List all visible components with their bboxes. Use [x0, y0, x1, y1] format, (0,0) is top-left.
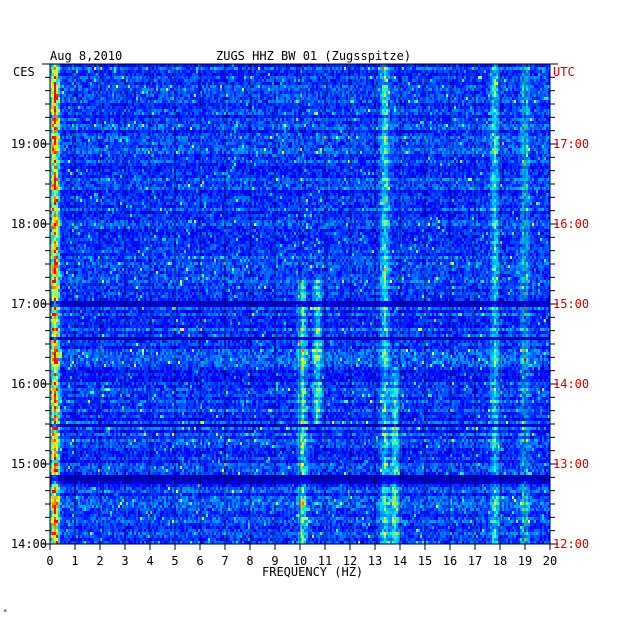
- right-time-label-1: 16:00: [553, 217, 589, 231]
- left-time-label-1: 18:00: [11, 217, 47, 231]
- x-tick-label-9: 9: [271, 554, 278, 568]
- x-axis-tick-labels: 0 1 2 3 4 5 6 7 8 9 10 11 12 13 14 15 16 17 18 19 20: [46, 554, 557, 568]
- right-time-label-4: 13:00: [553, 457, 589, 471]
- right-time-label-2: 15:00: [553, 297, 589, 311]
- frequency-gridlines: [74, 64, 526, 544]
- x-tick-label-4: 4: [146, 554, 153, 568]
- chart-title: ZUGS HHZ BW 01 (Zugsspitze): [216, 49, 412, 63]
- x-tick-label-17: 17: [468, 554, 482, 568]
- right-time-label-0: 17:00: [553, 137, 589, 151]
- x-tick-label-2: 2: [96, 554, 103, 568]
- x-axis-ticks: [49, 544, 551, 550]
- x-tick-label-15: 15: [418, 554, 432, 568]
- x-tick-label-1: 1: [71, 554, 78, 568]
- x-axis-label: FREQUENCY (HZ): [262, 565, 364, 579]
- x-tick-label-20: 20: [543, 554, 557, 568]
- y-axis-ticks: [42, 63, 558, 545]
- x-tick-label-11: 11: [318, 554, 332, 568]
- date-label: Aug 8,2010: [50, 49, 123, 63]
- x-tick-label-6: 6: [196, 554, 203, 568]
- footer-mark: *: [3, 608, 8, 616]
- right-time-label-5: 12:00: [553, 537, 589, 551]
- left-time-label-3: 16:00: [11, 377, 47, 391]
- left-time-tick-labels: 19:00 18:00 17:00 16:00 15:00 14:00: [11, 137, 47, 551]
- x-tick-label-0: 0: [46, 554, 53, 568]
- x-tick-label-10: 10: [293, 554, 307, 568]
- right-axis-label: UTC: [553, 65, 575, 79]
- left-axis-label: CES: [13, 65, 35, 79]
- x-tick-label-14: 14: [393, 554, 407, 568]
- x-tick-label-3: 3: [121, 554, 128, 568]
- left-time-label-4: 15:00: [11, 457, 47, 471]
- x-tick-label-12: 12: [343, 554, 357, 568]
- x-tick-label-7: 7: [221, 554, 228, 568]
- right-time-tick-labels: 17:00 16:00 15:00 14:00 13:00 12:00: [553, 137, 589, 551]
- x-tick-label-16: 16: [443, 554, 457, 568]
- left-time-label-2: 17:00: [11, 297, 47, 311]
- left-time-label-5: 14:00: [11, 537, 47, 551]
- left-time-label-0: 19:00: [11, 137, 47, 151]
- x-tick-label-18: 18: [493, 554, 507, 568]
- x-tick-label-13: 13: [368, 554, 382, 568]
- right-time-label-3: 14:00: [553, 377, 589, 391]
- x-tick-label-5: 5: [171, 554, 178, 568]
- x-tick-label-8: 8: [246, 554, 253, 568]
- x-tick-label-19: 19: [518, 554, 532, 568]
